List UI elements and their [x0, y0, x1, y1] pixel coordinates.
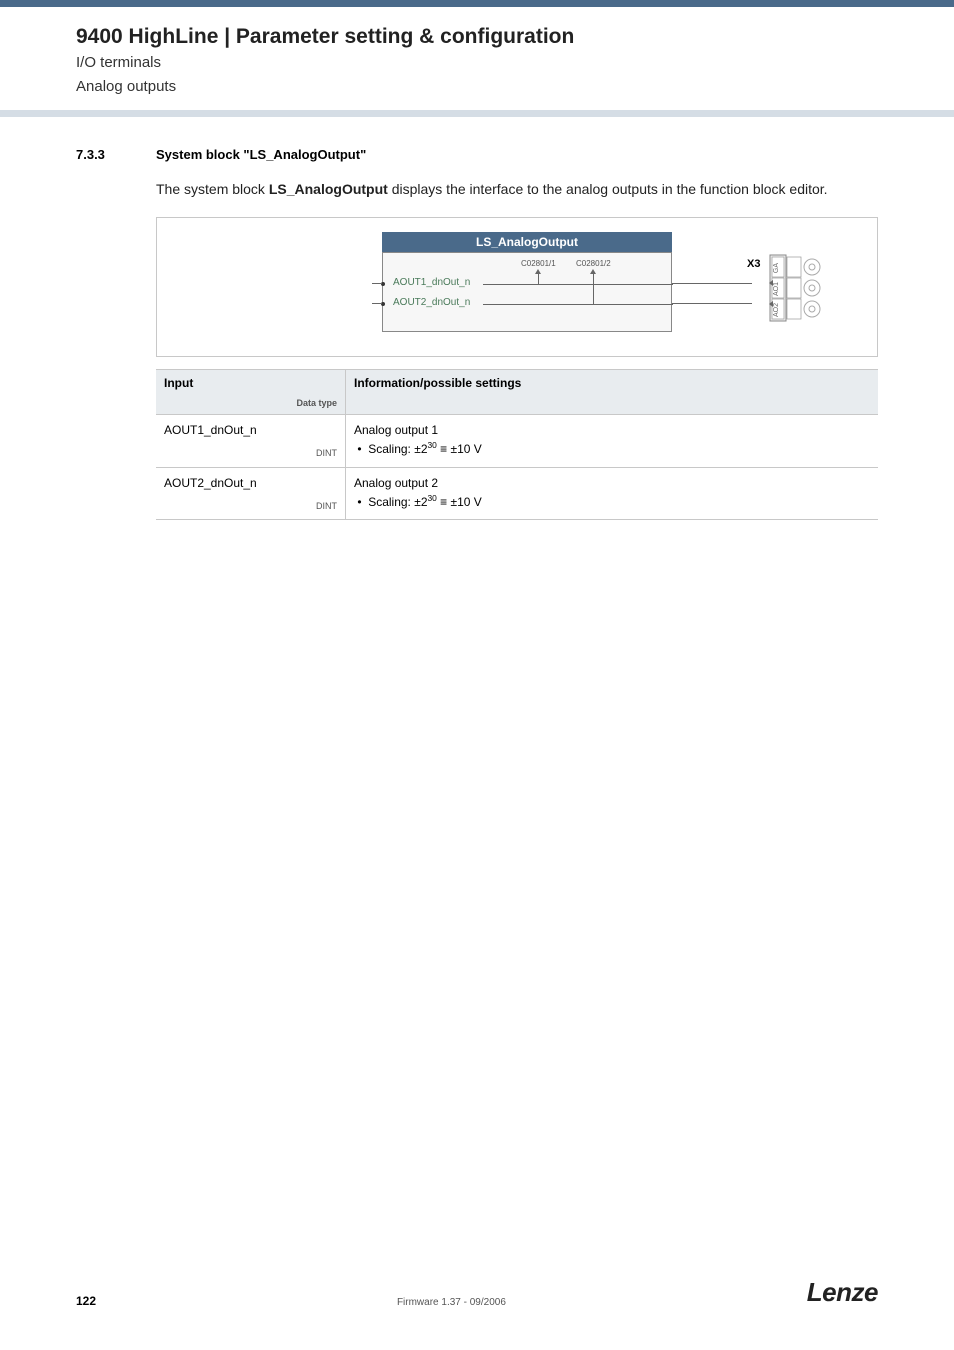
wire-1a	[483, 284, 538, 285]
row2-name: AOUT2_dnOut_n	[164, 476, 257, 490]
out-wire-1	[672, 283, 752, 284]
wire-1c	[538, 284, 673, 285]
wire-2c	[593, 304, 673, 305]
code-ref-1: C02801/1	[521, 259, 556, 268]
row2-bullet-post: ≡ ±10 V	[437, 495, 482, 509]
wire-2a	[483, 304, 593, 305]
main-title: 9400 HighLine | Parameter setting & conf…	[76, 25, 954, 49]
table-header-row: Input Data type Information/possible set…	[156, 370, 878, 415]
port-label-2: AOUT2_dnOut_n	[393, 297, 470, 308]
terminal-block-x3: X3 GA AO1 AO2	[769, 254, 829, 324]
cell-desc-2: Analog output 2 • Scaling: ±230 ≡ ±10 V	[346, 468, 878, 520]
row1-bullet-pre: Scaling: ±2	[368, 442, 427, 456]
th-datatype-label: Data type	[164, 398, 337, 408]
row2-desc-title: Analog output 2	[354, 476, 438, 490]
input-stub-2	[372, 303, 382, 304]
row1-bullet-sup: 30	[428, 440, 437, 450]
terminal-svg: GA AO1 AO2	[769, 254, 829, 324]
th-info: Information/possible settings	[346, 370, 878, 414]
term-label-ao2: AO2	[773, 303, 780, 317]
x3-label: X3	[747, 258, 760, 270]
content-area: 7.3.3 System block "LS_AnalogOutput" The…	[0, 117, 954, 521]
para-post: displays the interface to the analog out…	[388, 181, 828, 197]
term-label-ao1: AO1	[773, 282, 780, 296]
block-body: C02801/1 C02801/2 AOUT1_dnOut_n AOUT2_dn…	[382, 252, 672, 332]
para-bold: LS_AnalogOutput	[269, 181, 388, 197]
page-header: 9400 HighLine | Parameter setting & conf…	[0, 7, 954, 108]
th-input: Input Data type	[156, 370, 346, 414]
section-heading: 7.3.3 System block "LS_AnalogOutput"	[76, 147, 878, 162]
firmware-text: Firmware 1.37 - 09/2006	[397, 1297, 506, 1308]
row2-bullet-sup: 30	[428, 493, 437, 503]
block-diagram: LS_AnalogOutput C02801/1 C02801/2 AOUT1_…	[156, 217, 878, 357]
cell-input-2: AOUT2_dnOut_n DINT	[156, 468, 346, 520]
row1-desc-title: Analog output 1	[354, 423, 438, 437]
table-row: AOUT1_dnOut_n DINT Analog output 1 • Sca…	[156, 415, 878, 468]
wire-1b	[538, 274, 539, 284]
lenze-logo: Lenze	[807, 1277, 878, 1308]
cell-desc-1: Analog output 1 • Scaling: ±230 ≡ ±10 V	[346, 415, 878, 467]
header-divider	[0, 110, 954, 117]
page-number: 122	[76, 1294, 96, 1308]
subtitle-line-2: Analog outputs	[76, 77, 954, 97]
row1-dtype: DINT	[164, 447, 337, 461]
term-label-ga: GA	[773, 263, 780, 273]
body-paragraph: The system block LS_AnalogOutput display…	[156, 180, 878, 200]
th-input-label: Input	[164, 376, 193, 390]
port-label-1: AOUT1_dnOut_n	[393, 277, 470, 288]
table-row: AOUT2_dnOut_n DINT Analog output 2 • Sca…	[156, 468, 878, 520]
block-title-bar: LS_AnalogOutput	[382, 232, 672, 252]
input-stub-1	[372, 283, 382, 284]
row1-bullet-post: ≡ ±10 V	[437, 442, 482, 456]
section-number: 7.3.3	[76, 147, 156, 162]
subtitle-line-1: I/O terminals	[76, 53, 954, 73]
page-footer: 122 Firmware 1.37 - 09/2006 Lenze	[0, 1277, 954, 1308]
para-pre: The system block	[156, 181, 269, 197]
row2-dtype: DINT	[164, 500, 337, 514]
out-wire-2	[672, 303, 752, 304]
io-table: Input Data type Information/possible set…	[156, 369, 878, 520]
section-title: System block "LS_AnalogOutput"	[156, 147, 366, 162]
header-accent-bar	[0, 0, 954, 7]
row2-bullet-pre: Scaling: ±2	[368, 495, 427, 509]
code-ref-2: C02801/2	[576, 259, 611, 268]
cell-input-1: AOUT1_dnOut_n DINT	[156, 415, 346, 467]
row1-name: AOUT1_dnOut_n	[164, 423, 257, 437]
wire-2b	[593, 274, 594, 304]
